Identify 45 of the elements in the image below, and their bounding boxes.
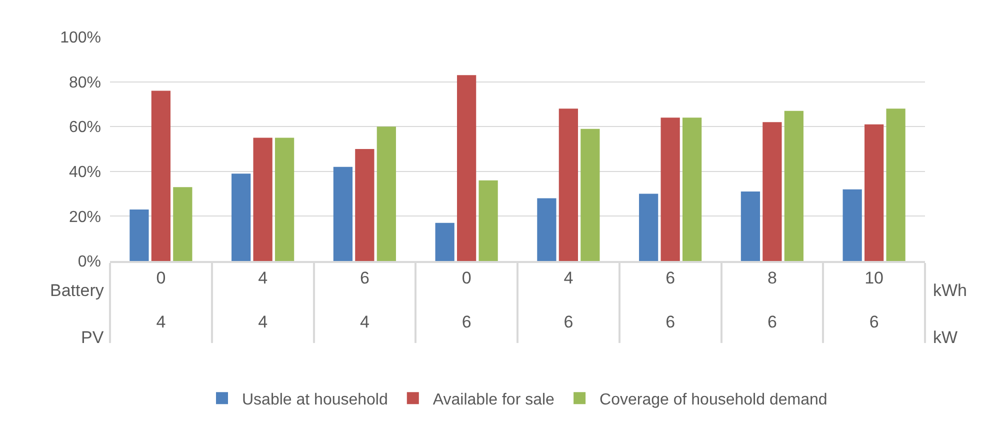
category-label: 4 6 [564, 268, 574, 332]
bar [457, 75, 476, 261]
bar [784, 110, 804, 261]
bar [537, 198, 556, 261]
bar [580, 128, 600, 261]
category-label: 6 6 [666, 268, 676, 332]
bar [435, 222, 454, 261]
text: kWh [933, 281, 967, 300]
category-label: 4 4 [258, 268, 268, 332]
bar [274, 138, 294, 261]
bar [376, 126, 396, 261]
y-tick-label: 100% [60, 30, 101, 47]
category-label: 0 4 [156, 268, 166, 332]
bar [864, 124, 884, 261]
bar [478, 180, 498, 261]
y-tick-label: 80% [68, 74, 101, 92]
category-label: 6 4 [360, 268, 370, 332]
bar [740, 192, 760, 261]
bar [842, 189, 862, 261]
text: Battery [50, 281, 104, 300]
text: PV [81, 328, 104, 347]
bar [886, 108, 906, 261]
legend-label: Usable at household [242, 391, 388, 408]
text: kW [933, 328, 958, 347]
bar [682, 118, 702, 261]
y-tick-label: 20% [68, 208, 101, 226]
bar [639, 194, 658, 261]
category-label: 10 6 [864, 268, 884, 332]
category-label: 0 6 [462, 268, 472, 332]
bar [333, 166, 353, 261]
category-label: 8 6 [767, 268, 777, 332]
bar [355, 149, 374, 261]
y-tick-label: 0% [78, 254, 101, 271]
bar [660, 118, 680, 261]
legend-label: Coverage of household demand [600, 391, 828, 408]
bar [232, 174, 251, 261]
legend-label: Available for sale [432, 391, 555, 408]
bar [253, 138, 272, 261]
bar [151, 90, 170, 261]
bar [173, 187, 192, 261]
bar [762, 122, 782, 261]
bar [558, 108, 578, 261]
y-tick-label: 40% [68, 164, 101, 181]
bar [130, 209, 149, 261]
y-tick-label: 60% [68, 119, 101, 136]
